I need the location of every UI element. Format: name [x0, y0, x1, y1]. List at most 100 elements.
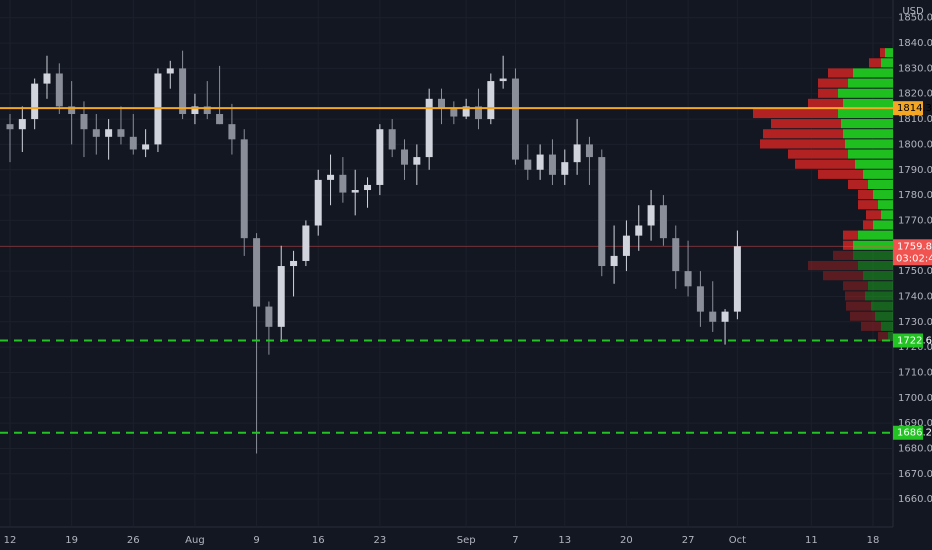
candle-body: [327, 174, 335, 180]
profile-up: [863, 271, 893, 281]
candle-body: [499, 78, 507, 82]
candle-body: [684, 271, 692, 287]
candle-body: [474, 106, 482, 120]
y-tick-label: 1780.0: [898, 190, 932, 201]
profile-up: [848, 149, 893, 159]
profile-up: [871, 301, 893, 311]
y-tick-label: 1770.0: [898, 215, 932, 226]
candle-body: [203, 106, 211, 115]
y-tick-label: 1730.0: [898, 317, 932, 328]
x-tick-label: 11: [805, 535, 818, 546]
level-label: 1814.3: [897, 103, 932, 114]
x-tick-label: Aug: [185, 535, 205, 546]
level-label: 1722.6: [897, 336, 932, 347]
x-tick-label: 27: [682, 535, 695, 546]
y-tick-label: 1670.0: [898, 469, 932, 480]
candle-body: [6, 124, 14, 130]
candle-body: [401, 149, 409, 165]
profile-up: [838, 88, 893, 98]
profile-up: [873, 220, 893, 230]
profile-down: [823, 271, 863, 281]
level-tag: [893, 425, 923, 440]
profile-up: [881, 210, 893, 220]
profile-down: [808, 260, 858, 271]
candle-body: [142, 144, 150, 150]
y-tick-label: 1680.0: [898, 443, 932, 454]
candle-body: [55, 73, 63, 107]
y-tick-label: 1660.0: [898, 494, 932, 505]
profile-down: [843, 230, 858, 240]
profile-down: [843, 281, 868, 291]
y-tick-label: 1840.0: [898, 38, 932, 49]
profile-up: [868, 179, 893, 190]
profile-down: [858, 190, 873, 200]
profile-down: [760, 139, 845, 149]
countdown: 03:02:49: [896, 253, 932, 264]
x-tick-label: 20: [620, 535, 633, 546]
profile-down: [828, 68, 853, 78]
x-tick-label: 26: [127, 535, 140, 546]
candle-body: [524, 159, 532, 170]
profile-up: [848, 78, 893, 88]
profile-down: [878, 331, 888, 342]
candle-body: [80, 114, 88, 130]
candle-body: [314, 179, 322, 226]
candle-body: [598, 157, 606, 267]
candle-body: [733, 246, 741, 312]
profile-up: [853, 240, 893, 250]
candle-body: [166, 68, 174, 74]
candle-body: [105, 129, 113, 137]
candle-body: [191, 106, 199, 115]
profile-up: [841, 119, 893, 129]
profile-up: [863, 169, 893, 179]
profile-up: [843, 129, 893, 139]
profile-down: [866, 210, 881, 220]
profile-down: [788, 149, 848, 159]
profile-down: [808, 98, 843, 108]
y-tick-label: 1790.0: [898, 165, 932, 176]
candle-body: [31, 83, 39, 120]
x-tick-label: Oct: [729, 535, 746, 546]
candle-body: [622, 235, 630, 256]
y-tick-label: 1700.0: [898, 393, 932, 404]
profile-down: [863, 220, 873, 230]
profile-up: [881, 58, 893, 68]
profile-up: [868, 281, 893, 291]
profile-up: [875, 311, 893, 321]
candle-body: [376, 129, 384, 185]
profile-down: [850, 311, 875, 321]
profile-down: [843, 240, 853, 250]
candle-body: [290, 260, 298, 267]
y-tick-label: 1690.0: [898, 418, 932, 429]
candle-body: [672, 238, 680, 272]
y-tick-label: 1750.0: [898, 266, 932, 277]
candle-body: [696, 286, 704, 312]
candle-body: [351, 190, 359, 193]
candle-body: [216, 114, 224, 125]
candle-body: [610, 255, 618, 267]
x-tick-label: 19: [65, 535, 78, 546]
profile-down: [771, 119, 841, 129]
y-tick-label: 1800.0: [898, 139, 932, 150]
profile-up: [858, 230, 893, 240]
x-tick-label: 9: [253, 535, 259, 546]
candle-body: [462, 106, 470, 117]
x-tick-label: 23: [373, 535, 386, 546]
candle-body: [240, 139, 248, 239]
candle-body: [425, 98, 433, 158]
x-tick-label: 16: [312, 535, 325, 546]
last-price-label: 1759.8: [897, 241, 932, 252]
candle-body: [487, 81, 495, 120]
profile-up: [881, 321, 893, 331]
candle-body: [18, 119, 26, 130]
profile-down: [818, 88, 838, 98]
last-price-tag: [893, 239, 932, 266]
candle-body: [339, 174, 347, 193]
candle-body: [561, 162, 569, 175]
candle-body: [635, 225, 643, 236]
y-tick-label: 1830.0: [898, 63, 932, 74]
y-tick-label: 1820.0: [898, 89, 932, 100]
candle-body: [253, 238, 261, 307]
candle-body: [450, 108, 458, 117]
